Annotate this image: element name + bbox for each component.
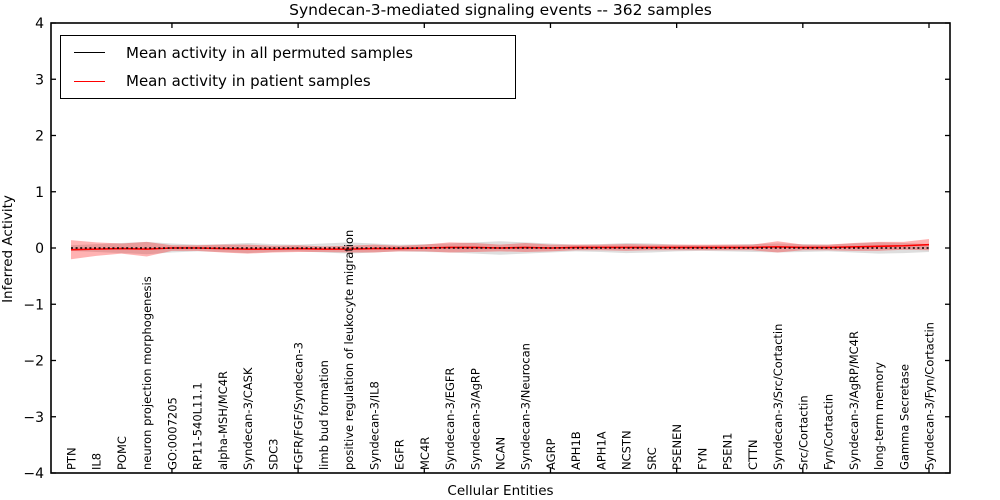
x-category-label: long-term memory [872, 362, 886, 470]
x-category-label: NCSTN [620, 430, 634, 470]
x-category-label: Syndecan-3/Src/Cortactin [771, 324, 785, 470]
x-category-label: IL8 [90, 453, 104, 470]
x-category-label: PTN [65, 447, 79, 470]
x-category-label: RP11-540L11.1 [191, 382, 205, 470]
y-tick-label: 3 [35, 72, 44, 88]
x-category-label: Syndecan-3/IL8 [367, 381, 381, 470]
x-category-label: Syndecan-3/Fyn/Cortactin [923, 322, 937, 470]
legend-label-patient: Mean activity in patient samples [126, 72, 371, 91]
x-category-label: CTTN [746, 440, 760, 470]
y-tick-label: 0 [35, 241, 44, 257]
x-category-label: Syndecan-3/Neurocan [519, 343, 533, 470]
x-category-label: MC4R [418, 437, 432, 470]
y-tick-label: 4 [35, 16, 44, 32]
legend-label-permuted: Mean activity in all permuted samples [126, 43, 413, 62]
x-category-label: APH1B [569, 431, 583, 470]
x-axis-label: Cellular Entities [447, 483, 554, 499]
y-tick-label: −4 [23, 466, 44, 482]
x-category-label: Src/Cortactin [796, 395, 810, 470]
y-tick-label: −1 [23, 297, 44, 313]
legend-line-patient-icon [74, 80, 105, 82]
y-tick-label: 1 [35, 185, 44, 201]
x-category-label: PSENEN [670, 424, 684, 470]
x-category-label: Syndecan-3/AgRP/MC4R [847, 331, 861, 470]
x-category-label: FGFR/FGF/Syndecan-3 [292, 342, 306, 470]
x-category-label: NCAN [494, 437, 508, 470]
x-category-label: SDC3 [266, 438, 280, 470]
x-category-label: positive regulation of leukocyte migrati… [342, 230, 356, 470]
x-category-label: PSEN1 [721, 433, 735, 470]
legend-item-permuted: Mean activity in all permuted samples [61, 39, 515, 67]
y-tick-label: 2 [35, 129, 44, 145]
x-category-label: Fyn/Cortactin [822, 394, 836, 470]
x-category-label: Syndecan-3/AgRP [468, 368, 482, 470]
x-category-label: POMC [115, 436, 129, 470]
legend: Mean activity in all permuted samples Me… [60, 35, 516, 99]
legend-item-patient: Mean activity in patient samples [61, 67, 515, 95]
x-category-label: SRC [645, 447, 659, 470]
x-category-label: GO:0007205 [165, 397, 179, 470]
legend-line-permuted-icon [74, 52, 105, 54]
x-category-label: EGFR [393, 439, 407, 470]
x-category-label: Syndecan-3/CASK [241, 367, 255, 470]
x-category-label: limb bud formation [317, 360, 331, 470]
x-category-label: FYN [695, 448, 709, 470]
x-category-label: neuron projection morphogenesis [140, 276, 154, 470]
x-category-label: Gamma Secretase [897, 364, 911, 470]
chart-title: Syndecan-3-mediated signaling events -- … [289, 1, 712, 19]
x-category-label: APH1A [594, 431, 608, 470]
x-category-label: AGRP [544, 438, 558, 470]
patient-band [71, 239, 929, 260]
x-category-label: Syndecan-3/EGFR [443, 367, 457, 470]
y-tick-label: −3 [23, 410, 44, 426]
x-category-label: alpha-MSH/MC4R [216, 371, 230, 470]
y-axis-label: Inferred Activity [0, 195, 16, 303]
y-tick-label: −2 [23, 354, 44, 370]
